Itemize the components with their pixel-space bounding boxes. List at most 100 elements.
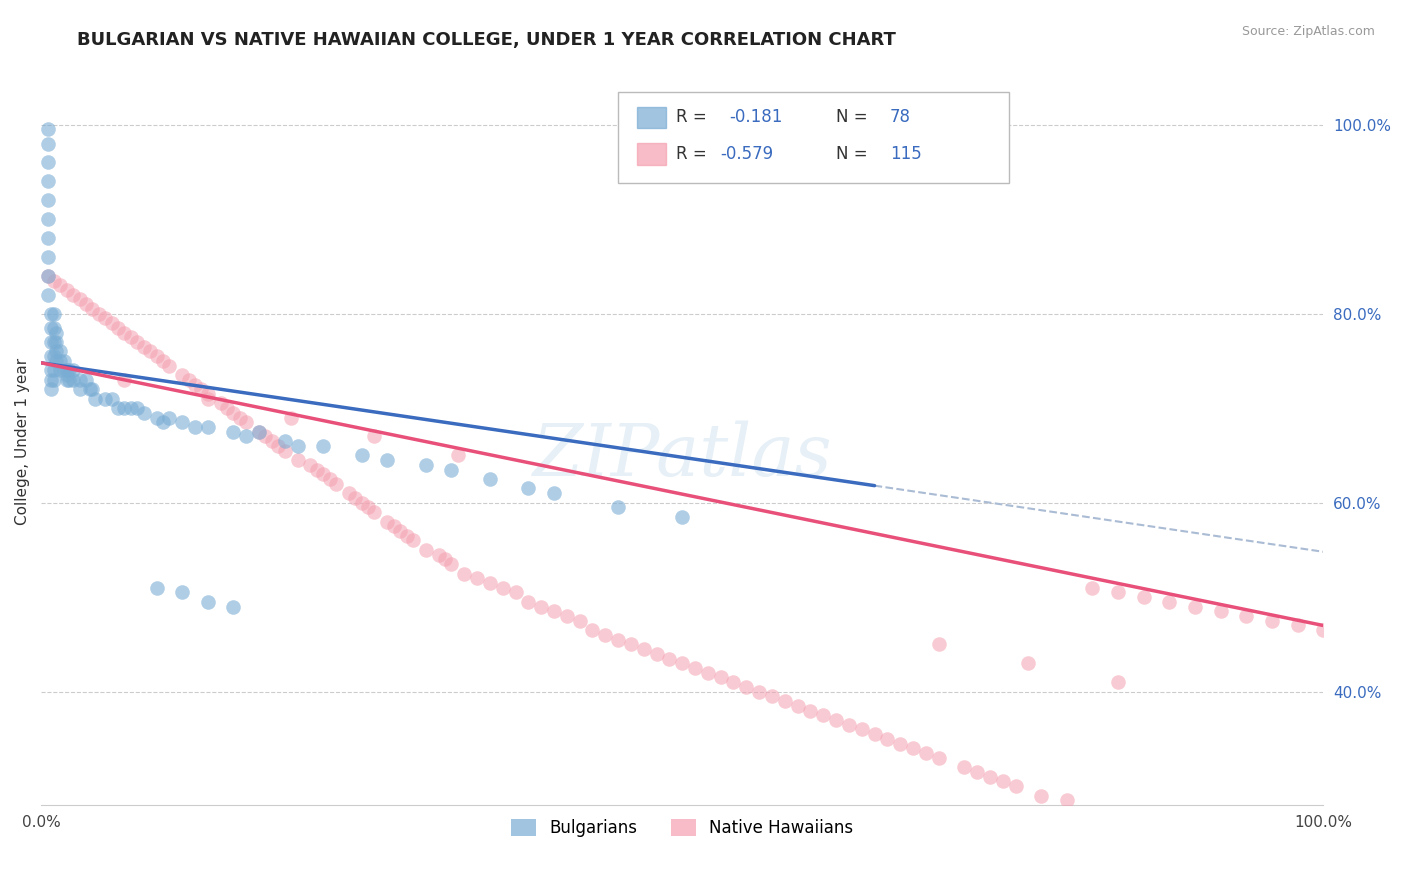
Point — [710, 670, 733, 684]
Point — [735, 680, 758, 694]
Point — [49, 278, 72, 293]
Point — [415, 458, 437, 472]
Point — [658, 651, 681, 665]
Point — [555, 609, 578, 624]
Point — [184, 377, 207, 392]
Point — [41, 321, 63, 335]
Point — [127, 401, 149, 416]
Point — [132, 406, 155, 420]
Point — [94, 311, 117, 326]
Point — [1004, 779, 1026, 793]
Point — [1286, 618, 1309, 632]
Point — [247, 425, 270, 439]
FancyBboxPatch shape — [619, 92, 1010, 183]
Point — [254, 429, 277, 443]
Point — [62, 373, 84, 387]
Point — [966, 764, 988, 779]
Point — [157, 359, 180, 373]
Text: BULGARIAN VS NATIVE HAWAIIAN COLLEGE, UNDER 1 YEAR CORRELATION CHART: BULGARIAN VS NATIVE HAWAIIAN COLLEGE, UN… — [77, 31, 896, 49]
Text: -0.181: -0.181 — [730, 109, 783, 127]
Point — [37, 122, 59, 136]
Point — [197, 420, 219, 434]
Point — [235, 415, 257, 429]
Point — [177, 373, 200, 387]
Point — [440, 462, 463, 476]
Point — [979, 770, 1001, 784]
Point — [363, 505, 385, 519]
Point — [581, 624, 603, 638]
Point — [773, 694, 796, 708]
Point — [287, 439, 309, 453]
Point — [197, 387, 219, 401]
Point — [55, 363, 77, 377]
Point — [120, 330, 142, 344]
Point — [41, 382, 63, 396]
Point — [1234, 609, 1257, 624]
Point — [49, 354, 72, 368]
Point — [145, 581, 167, 595]
Point — [120, 401, 142, 416]
Text: N =: N = — [837, 109, 873, 127]
Point — [37, 136, 59, 151]
Point — [152, 415, 174, 429]
Point — [114, 373, 136, 387]
Point — [42, 274, 65, 288]
Point — [190, 382, 212, 396]
Point — [299, 458, 322, 472]
Point — [350, 496, 373, 510]
Point — [465, 571, 488, 585]
Point — [157, 410, 180, 425]
Point — [415, 542, 437, 557]
Point — [325, 476, 347, 491]
Point — [53, 354, 76, 368]
Text: -0.579: -0.579 — [721, 145, 773, 163]
Point — [312, 439, 335, 453]
Point — [447, 449, 470, 463]
Point — [107, 401, 129, 416]
Y-axis label: College, Under 1 year: College, Under 1 year — [15, 358, 30, 524]
Point — [402, 533, 425, 548]
Point — [84, 392, 107, 406]
Point — [280, 410, 302, 425]
Text: N =: N = — [837, 145, 873, 163]
Point — [683, 661, 706, 675]
Point — [1159, 595, 1181, 609]
Text: 115: 115 — [890, 145, 922, 163]
Point — [127, 334, 149, 349]
Point — [53, 363, 76, 377]
Point — [344, 491, 367, 505]
Point — [363, 429, 385, 443]
Point — [312, 467, 335, 482]
Point — [786, 698, 808, 713]
Point — [215, 401, 238, 416]
Point — [37, 268, 59, 283]
Point — [235, 429, 257, 443]
Point — [45, 326, 67, 340]
Point — [825, 713, 848, 727]
Text: Source: ZipAtlas.com: Source: ZipAtlas.com — [1241, 25, 1375, 38]
Point — [517, 595, 540, 609]
Point — [1031, 789, 1053, 803]
Point — [37, 212, 59, 227]
Point — [337, 486, 360, 500]
Text: ZIPatlas: ZIPatlas — [533, 420, 832, 491]
Point — [100, 316, 122, 330]
Point — [1056, 793, 1078, 807]
Point — [350, 449, 373, 463]
Point — [37, 268, 59, 283]
Point — [197, 392, 219, 406]
Point — [478, 576, 501, 591]
Point — [505, 585, 527, 599]
Text: R =: R = — [676, 109, 711, 127]
Point — [696, 665, 718, 680]
Point — [197, 595, 219, 609]
Point — [318, 472, 340, 486]
Point — [267, 439, 290, 453]
Point — [543, 604, 565, 618]
Point — [876, 731, 898, 746]
Point — [172, 415, 194, 429]
Point — [75, 297, 97, 311]
Point — [761, 690, 783, 704]
Point — [901, 741, 924, 756]
Point — [37, 174, 59, 188]
